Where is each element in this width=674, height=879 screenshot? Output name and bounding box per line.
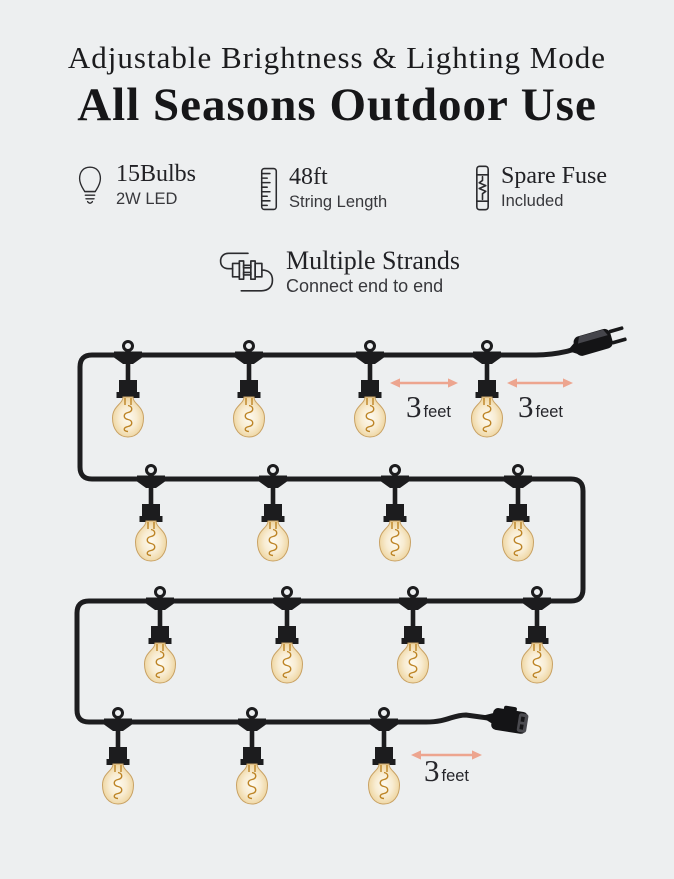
spacing-label-1: 3 feet (406, 389, 451, 424)
ruler-icon (260, 167, 278, 211)
plug-connection-icon (219, 252, 274, 292)
power-plug (567, 326, 627, 356)
fuse-icon (476, 165, 489, 211)
feature-bulb-count: 15Bulbs 2W LED (74, 161, 197, 214)
feature-title: Multiple Strands (286, 246, 461, 275)
feature-text: 15Bulbs 2W LED (116, 161, 197, 209)
feature-title: 48ft (289, 164, 328, 190)
spacing-label-2: 3 feet (518, 389, 563, 424)
feature-subtitle: Connect end to end (286, 276, 444, 297)
feature-title: 15Bulbs (116, 161, 197, 187)
headline-line1: Adjustable Brightness & Lighting Mode (67, 40, 607, 75)
string-wire (74, 340, 597, 725)
spacing-arrow-2 (507, 378, 573, 388)
feature-title: Spare Fuse (501, 163, 607, 189)
feature-string-length: 48ft String Length (259, 164, 388, 213)
feature-spare-fuse: Spare Fuse Included (474, 163, 607, 212)
feature-text: Spare Fuse Included (501, 163, 607, 211)
feature-multiple-strands: Multiple Strands Connect end to end (218, 247, 460, 297)
feature-subtitle: 2W LED (116, 190, 178, 209)
feature-text: Multiple Strands Connect end to end (286, 247, 460, 297)
bulb-icon (78, 166, 102, 204)
spacing-label-3: 3 feet (424, 753, 469, 788)
headline-line2: All Seasons Outdoor Use (77, 79, 597, 131)
string-lights-diagram: 3 feet 3 feet 3 feet (74, 326, 627, 806)
feature-text: 48ft String Length (289, 164, 388, 212)
spacing-arrow-3 (411, 750, 482, 760)
feature-subtitle: String Length (289, 193, 388, 212)
spacing-arrow-1 (390, 378, 458, 388)
end-connector (480, 705, 529, 734)
feature-subtitle: Included (501, 192, 564, 211)
